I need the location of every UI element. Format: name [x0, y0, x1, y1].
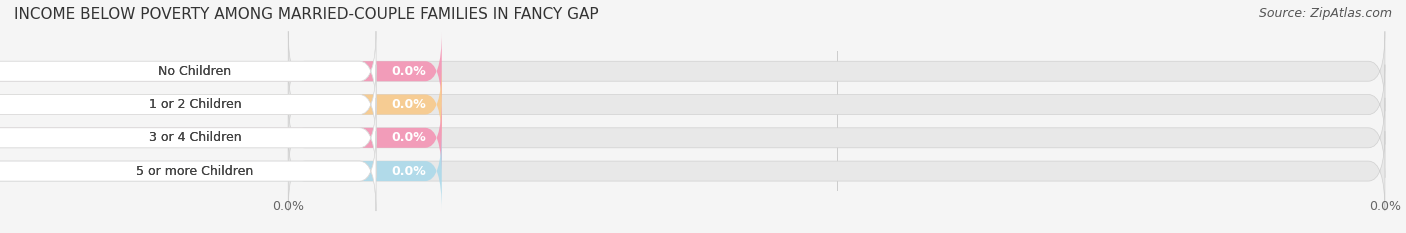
FancyBboxPatch shape — [0, 65, 375, 144]
FancyBboxPatch shape — [0, 98, 441, 178]
Text: INCOME BELOW POVERTY AMONG MARRIED-COUPLE FAMILIES IN FANCY GAP: INCOME BELOW POVERTY AMONG MARRIED-COUPL… — [14, 7, 599, 22]
FancyBboxPatch shape — [288, 131, 1385, 211]
FancyBboxPatch shape — [0, 31, 375, 111]
Text: 3 or 4 Children: 3 or 4 Children — [149, 131, 242, 144]
Text: No Children: No Children — [159, 65, 232, 78]
Text: 3 or 4 Children: 3 or 4 Children — [149, 131, 242, 144]
FancyBboxPatch shape — [288, 98, 1385, 178]
Text: 5 or more Children: 5 or more Children — [136, 164, 253, 178]
Text: 0.0%: 0.0% — [391, 98, 426, 111]
Text: 5 or more Children: 5 or more Children — [136, 164, 253, 178]
FancyBboxPatch shape — [0, 31, 375, 111]
FancyBboxPatch shape — [0, 98, 375, 178]
Text: 0.0%: 0.0% — [391, 131, 426, 144]
FancyBboxPatch shape — [0, 31, 441, 111]
FancyBboxPatch shape — [0, 131, 441, 211]
FancyBboxPatch shape — [0, 131, 375, 211]
Text: 1 or 2 Children: 1 or 2 Children — [149, 98, 242, 111]
FancyBboxPatch shape — [0, 65, 375, 144]
Text: 1 or 2 Children: 1 or 2 Children — [149, 98, 242, 111]
Text: 0.0%: 0.0% — [391, 65, 426, 78]
FancyBboxPatch shape — [288, 31, 1385, 111]
Text: 0.0%: 0.0% — [391, 164, 426, 178]
FancyBboxPatch shape — [0, 98, 375, 178]
Text: No Children: No Children — [159, 65, 232, 78]
Text: Source: ZipAtlas.com: Source: ZipAtlas.com — [1258, 7, 1392, 20]
FancyBboxPatch shape — [0, 65, 441, 144]
FancyBboxPatch shape — [0, 131, 375, 211]
FancyBboxPatch shape — [288, 65, 1385, 144]
